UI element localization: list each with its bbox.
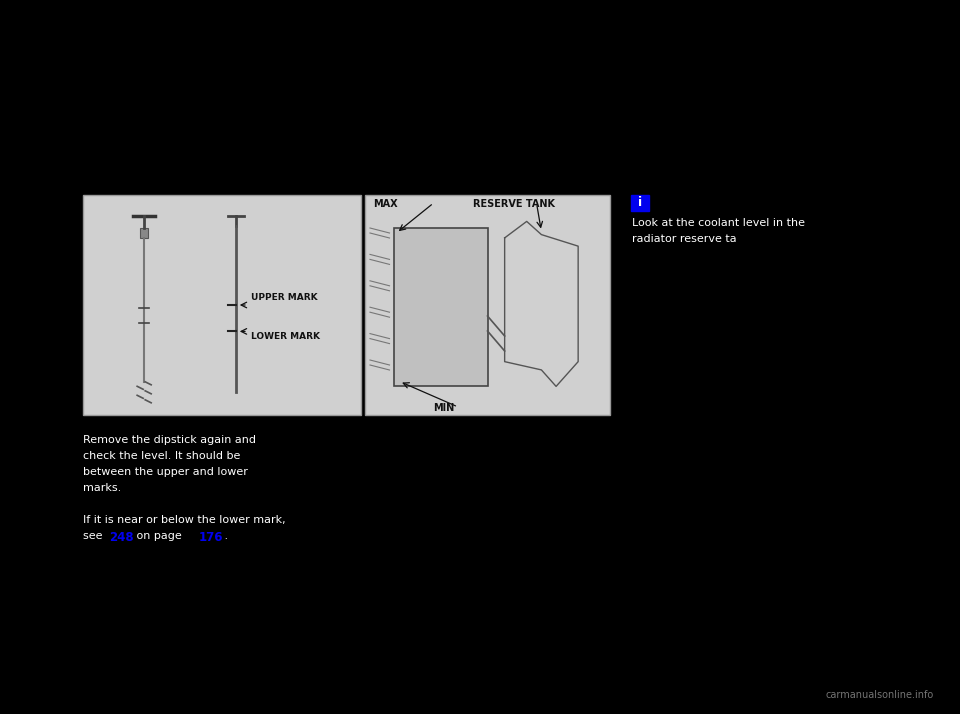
Bar [365,195,610,415]
Text: see: see [83,531,106,541]
Text: MAX: MAX [373,199,397,209]
Text: 176: 176 [199,531,224,544]
Text: carmanualsonline.info: carmanualsonline.info [826,690,934,700]
Text: radiator reserve ta: radiator reserve ta [632,234,736,244]
Bar [395,228,488,386]
Bar [140,228,148,238]
Text: Remove the dipstick again and: Remove the dipstick again and [83,435,256,445]
Text: Look at the coolant level in the: Look at the coolant level in the [632,218,805,228]
Text: i: i [638,196,642,209]
Text: If it is near or below the lower mark,: If it is near or below the lower mark, [83,515,286,525]
Text: .: . [221,531,228,541]
Text: between the upper and lower: between the upper and lower [83,467,248,477]
Text: LOWER MARK: LOWER MARK [251,333,320,341]
Text: 248: 248 [109,531,133,544]
Text: MIN: MIN [434,403,455,413]
Text: on page: on page [133,531,185,541]
Text: check the level. It should be: check the level. It should be [83,451,240,461]
Text: RESERVE TANK: RESERVE TANK [472,199,555,209]
Bar [83,195,361,415]
Text: UPPER MARK: UPPER MARK [251,293,318,302]
Bar [631,195,649,211]
Text: marks.: marks. [83,483,121,493]
